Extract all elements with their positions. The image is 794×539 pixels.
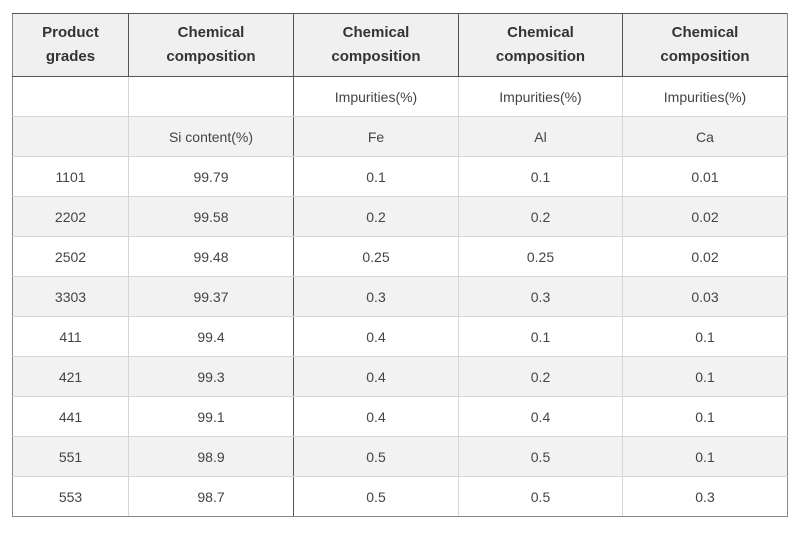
table-cell: 1101 [12, 156, 129, 197]
subheader-cell [128, 76, 294, 117]
subheader-cell: Impurities(%) [458, 76, 623, 117]
header-cell-product-grades: Product grades [12, 13, 129, 77]
table-row: 411 99.4 0.4 0.1 0.1 [12, 316, 788, 357]
table-row: 551 98.9 0.5 0.5 0.1 [12, 436, 788, 477]
table-cell: 0.02 [622, 196, 788, 237]
table-cell: 0.5 [293, 476, 459, 517]
table-cell: 0.1 [458, 156, 623, 197]
table-cell: 0.1 [622, 316, 788, 357]
table-cell: 99.58 [128, 196, 294, 237]
table-cell: 99.4 [128, 316, 294, 357]
table-row: 553 98.7 0.5 0.5 0.3 [12, 476, 788, 517]
table-cell: 0.5 [293, 436, 459, 477]
subheader-cell: Al [458, 116, 623, 157]
table-cell: 0.1 [622, 356, 788, 397]
subheader-row-elements: Si content(%) Fe Al Ca [12, 116, 788, 157]
header-cell-chemical-composition: Chemical composition [293, 13, 459, 77]
table-cell: 0.1 [622, 436, 788, 477]
table-cell: 0.5 [458, 436, 623, 477]
table-cell: 0.2 [458, 356, 623, 397]
table-cell: 441 [12, 396, 129, 437]
table-cell: 0.3 [622, 476, 788, 517]
table-cell: 2202 [12, 196, 129, 237]
table-cell: 98.7 [128, 476, 294, 517]
subheader-cell [12, 76, 129, 117]
table-cell: 3303 [12, 276, 129, 317]
table-cell: 99.37 [128, 276, 294, 317]
header-cell-chemical-composition: Chemical composition [458, 13, 623, 77]
table-cell: 0.03 [622, 276, 788, 317]
table-cell: 0.3 [458, 276, 623, 317]
subheader-cell: Impurities(%) [622, 76, 788, 117]
table-row: 421 99.3 0.4 0.2 0.1 [12, 356, 788, 397]
table-cell: 98.9 [128, 436, 294, 477]
table-cell: 99.48 [128, 236, 294, 277]
table-cell: 99.3 [128, 356, 294, 397]
table-cell: 0.2 [458, 196, 623, 237]
subheader-cell: Impurities(%) [293, 76, 459, 117]
header-text: Chemical composition [166, 24, 256, 65]
table-cell: 0.4 [293, 356, 459, 397]
table-cell: 0.3 [293, 276, 459, 317]
header-text: Chemical composition [331, 24, 421, 65]
table-cell: 2502 [12, 236, 129, 277]
chemical-composition-table: Product grades Chemical composition Chem… [12, 13, 788, 517]
table-row: 3303 99.37 0.3 0.3 0.03 [12, 276, 788, 317]
table-row: 441 99.1 0.4 0.4 0.1 [12, 396, 788, 437]
table-cell: 99.79 [128, 156, 294, 197]
table-cell: 411 [12, 316, 129, 357]
subheader-row-impurities: Impurities(%) Impurities(%) Impurities(%… [12, 76, 788, 117]
table-cell: 551 [12, 436, 129, 477]
table-row: 2202 99.58 0.2 0.2 0.02 [12, 196, 788, 237]
table-cell: 99.1 [128, 396, 294, 437]
table-cell: 0.02 [622, 236, 788, 277]
header-cell-chemical-composition: Chemical composition [128, 13, 294, 77]
table-row: 1101 99.79 0.1 0.1 0.01 [12, 156, 788, 197]
table-cell: 0.2 [293, 196, 459, 237]
table-cell: 0.25 [293, 236, 459, 277]
table-cell: 0.4 [293, 396, 459, 437]
table-cell: 0.1 [293, 156, 459, 197]
subheader-cell: Si content(%) [128, 116, 294, 157]
header-text: Product grades [42, 24, 99, 65]
table-cell: 0.4 [458, 396, 623, 437]
table-cell: 0.4 [293, 316, 459, 357]
table-cell: 0.01 [622, 156, 788, 197]
header-row: Product grades Chemical composition Chem… [12, 13, 788, 77]
header-text: Chemical composition [495, 24, 586, 65]
subheader-cell [12, 116, 129, 157]
header-cell-chemical-composition: Chemical composition [622, 13, 788, 77]
table-cell: 553 [12, 476, 129, 517]
header-text: Chemical composition [660, 24, 750, 65]
table-cell: 421 [12, 356, 129, 397]
table-cell: 0.1 [622, 396, 788, 437]
subheader-cell: Fe [293, 116, 459, 157]
table-cell: 0.1 [458, 316, 623, 357]
table-cell: 0.25 [458, 236, 623, 277]
table-cell: 0.5 [458, 476, 623, 517]
table-row: 2502 99.48 0.25 0.25 0.02 [12, 236, 788, 277]
subheader-cell: Ca [622, 116, 788, 157]
